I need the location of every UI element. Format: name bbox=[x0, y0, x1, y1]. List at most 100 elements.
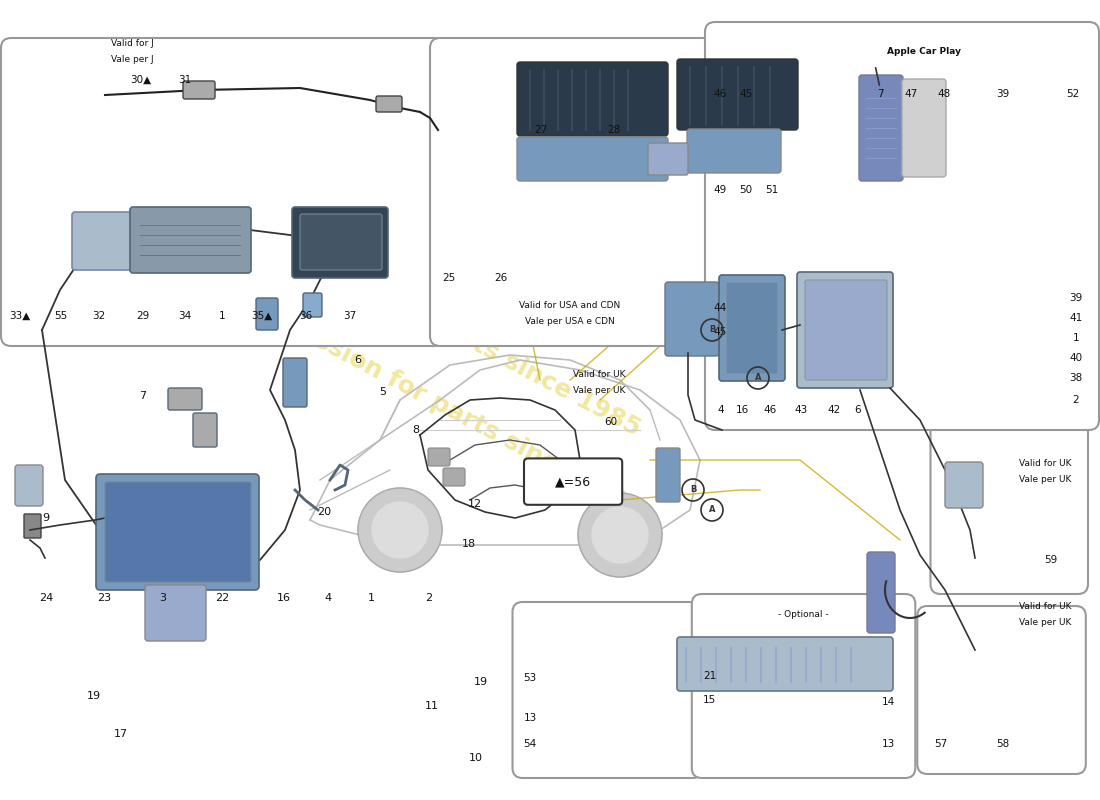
Text: 52: 52 bbox=[1066, 90, 1079, 99]
Text: 10: 10 bbox=[470, 754, 483, 763]
Text: 7: 7 bbox=[877, 90, 883, 99]
FancyBboxPatch shape bbox=[130, 207, 251, 273]
Text: 3: 3 bbox=[160, 594, 166, 603]
Circle shape bbox=[578, 493, 662, 577]
FancyBboxPatch shape bbox=[15, 465, 43, 506]
Text: 41: 41 bbox=[1069, 314, 1082, 323]
FancyBboxPatch shape bbox=[524, 458, 623, 505]
Text: 23: 23 bbox=[98, 594, 111, 603]
Text: A: A bbox=[755, 374, 761, 382]
Text: ▲=56: ▲=56 bbox=[556, 475, 591, 488]
Text: 7: 7 bbox=[140, 391, 146, 401]
Text: 60: 60 bbox=[604, 418, 617, 427]
Text: 4: 4 bbox=[717, 405, 724, 414]
FancyBboxPatch shape bbox=[183, 81, 215, 99]
Text: 14: 14 bbox=[882, 698, 895, 707]
Text: 13: 13 bbox=[882, 739, 895, 749]
FancyBboxPatch shape bbox=[302, 293, 322, 317]
Text: 48: 48 bbox=[937, 90, 950, 99]
FancyBboxPatch shape bbox=[145, 585, 206, 641]
Text: 31: 31 bbox=[178, 75, 191, 85]
FancyBboxPatch shape bbox=[726, 282, 778, 374]
FancyBboxPatch shape bbox=[676, 637, 893, 691]
Text: Valid for USA and CDN: Valid for USA and CDN bbox=[519, 301, 620, 310]
Text: 1: 1 bbox=[368, 594, 375, 603]
Text: Valid for J: Valid for J bbox=[111, 39, 153, 49]
Text: 24: 24 bbox=[40, 594, 53, 603]
Text: 2: 2 bbox=[1072, 395, 1079, 405]
Text: 42: 42 bbox=[827, 405, 840, 414]
Text: 16: 16 bbox=[736, 405, 749, 414]
Text: 39: 39 bbox=[1069, 293, 1082, 302]
Text: 59: 59 bbox=[1044, 555, 1057, 565]
Text: Valid for UK: Valid for UK bbox=[1019, 602, 1071, 611]
FancyBboxPatch shape bbox=[648, 143, 688, 175]
Text: 55: 55 bbox=[54, 311, 67, 321]
FancyBboxPatch shape bbox=[192, 413, 217, 447]
FancyBboxPatch shape bbox=[104, 482, 251, 582]
Text: Passion for parts since 1985: Passion for parts since 1985 bbox=[279, 231, 645, 441]
Text: 15: 15 bbox=[703, 695, 716, 705]
FancyBboxPatch shape bbox=[96, 474, 258, 590]
Text: Apple Car Play: Apple Car Play bbox=[887, 47, 961, 57]
Text: Vale per J: Vale per J bbox=[111, 55, 153, 65]
Text: 8: 8 bbox=[412, 426, 419, 435]
FancyBboxPatch shape bbox=[292, 207, 388, 278]
Text: 18: 18 bbox=[462, 539, 475, 549]
FancyBboxPatch shape bbox=[24, 514, 41, 538]
Text: 34: 34 bbox=[178, 311, 191, 321]
FancyBboxPatch shape bbox=[300, 214, 382, 270]
Text: 5: 5 bbox=[379, 387, 386, 397]
FancyBboxPatch shape bbox=[705, 22, 1099, 430]
Text: 28: 28 bbox=[607, 125, 620, 134]
FancyBboxPatch shape bbox=[917, 606, 1086, 774]
Text: A: A bbox=[708, 506, 715, 514]
Text: 58: 58 bbox=[997, 739, 1010, 749]
Polygon shape bbox=[138, 495, 182, 517]
Text: Vale per USA e CDN: Vale per USA e CDN bbox=[525, 317, 615, 326]
Text: 54: 54 bbox=[524, 739, 537, 749]
FancyBboxPatch shape bbox=[666, 282, 719, 356]
FancyBboxPatch shape bbox=[168, 388, 202, 410]
Text: 35▲: 35▲ bbox=[251, 311, 273, 321]
Circle shape bbox=[372, 502, 428, 558]
Text: 9: 9 bbox=[43, 514, 50, 523]
Text: 16: 16 bbox=[277, 594, 290, 603]
FancyBboxPatch shape bbox=[443, 468, 465, 486]
Text: 1: 1 bbox=[1072, 333, 1079, 342]
Text: 50: 50 bbox=[739, 186, 752, 195]
Text: 22: 22 bbox=[216, 594, 229, 603]
Text: - Optional -: - Optional - bbox=[778, 610, 828, 619]
Text: Valid for UK: Valid for UK bbox=[573, 370, 626, 379]
FancyBboxPatch shape bbox=[945, 462, 983, 508]
Text: 29: 29 bbox=[136, 311, 150, 321]
Text: 11: 11 bbox=[426, 701, 439, 710]
Text: 13: 13 bbox=[524, 714, 537, 723]
Text: 37: 37 bbox=[343, 311, 356, 321]
Text: 33▲: 33▲ bbox=[9, 311, 31, 321]
Text: 39: 39 bbox=[997, 90, 1010, 99]
FancyBboxPatch shape bbox=[867, 552, 895, 633]
FancyBboxPatch shape bbox=[859, 75, 903, 181]
Text: 20: 20 bbox=[318, 507, 331, 517]
FancyBboxPatch shape bbox=[283, 358, 307, 407]
Text: 1: 1 bbox=[219, 311, 225, 321]
Text: 27: 27 bbox=[535, 125, 548, 134]
Text: 43: 43 bbox=[794, 405, 807, 414]
Text: Vale per UK: Vale per UK bbox=[573, 386, 626, 395]
Text: 17: 17 bbox=[114, 730, 128, 739]
FancyBboxPatch shape bbox=[931, 414, 1088, 594]
Text: 32: 32 bbox=[92, 311, 106, 321]
Text: 46: 46 bbox=[763, 405, 777, 414]
FancyArrowPatch shape bbox=[876, 68, 879, 86]
Text: 6: 6 bbox=[855, 405, 861, 414]
Text: 38: 38 bbox=[1069, 373, 1082, 382]
FancyBboxPatch shape bbox=[513, 602, 703, 778]
Circle shape bbox=[592, 507, 648, 563]
FancyBboxPatch shape bbox=[72, 212, 136, 270]
Text: 12: 12 bbox=[469, 499, 482, 509]
Text: 2: 2 bbox=[426, 594, 432, 603]
FancyBboxPatch shape bbox=[430, 38, 719, 346]
FancyBboxPatch shape bbox=[798, 272, 893, 388]
Text: 45: 45 bbox=[714, 327, 727, 337]
